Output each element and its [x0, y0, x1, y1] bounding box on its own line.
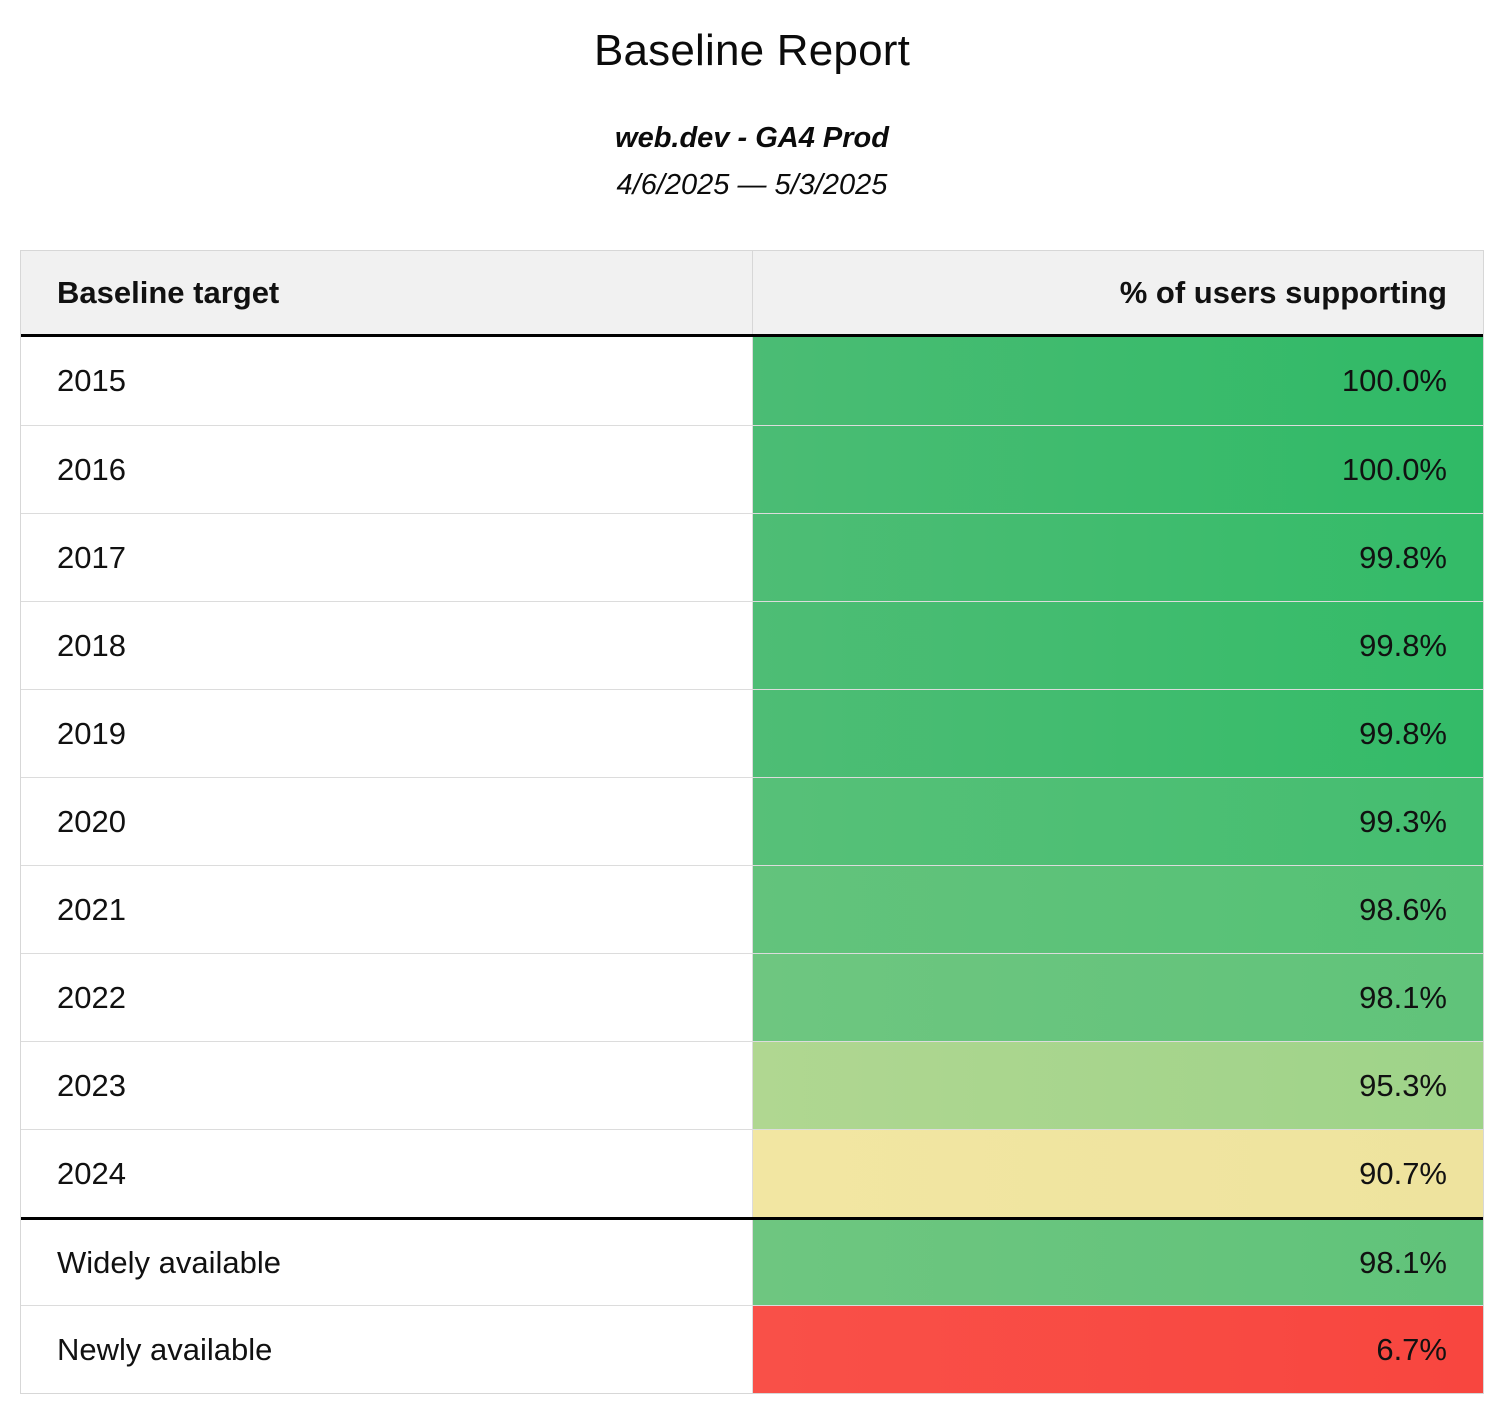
percent-cell: 95.3%	[753, 1042, 1483, 1129]
baseline-target-cell: 2022	[21, 954, 753, 1041]
baseline-target-cell: Widely available	[21, 1220, 753, 1305]
percent-cell: 100.0%	[753, 426, 1483, 513]
baseline-target-cell: 2017	[21, 514, 753, 601]
table-row: 2017 99.8%	[21, 513, 1483, 601]
table-header-row: Baseline target % of users supporting	[21, 251, 1483, 337]
table-row: 2019 99.8%	[21, 689, 1483, 777]
baseline-target-cell: 2020	[21, 778, 753, 865]
percent-cell: 99.8%	[753, 514, 1483, 601]
baseline-target-cell: Newly available	[21, 1306, 753, 1393]
baseline-target-cell: 2018	[21, 602, 753, 689]
percent-cell: 98.6%	[753, 866, 1483, 953]
table-row: 2020 99.3%	[21, 777, 1483, 865]
baseline-target-cell: 2015	[21, 337, 753, 425]
percent-cell: 90.7%	[753, 1130, 1483, 1217]
report-title: Baseline Report	[593, 26, 911, 75]
baseline-target-cell: 2019	[21, 690, 753, 777]
percent-cell: 100.0%	[753, 337, 1483, 425]
baseline-table: Baseline target % of users supporting 20…	[20, 250, 1484, 1394]
percent-cell: 98.1%	[753, 954, 1483, 1041]
table-row: Newly available 6.7%	[21, 1305, 1483, 1393]
percent-cell: 99.3%	[753, 778, 1483, 865]
baseline-target-cell: 2023	[21, 1042, 753, 1129]
percent-cell: 99.8%	[753, 602, 1483, 689]
baseline-target-cell: 2021	[21, 866, 753, 953]
percent-cell: 99.8%	[753, 690, 1483, 777]
table-row: 2023 95.3%	[21, 1041, 1483, 1129]
baseline-target-cell: 2016	[21, 426, 753, 513]
percent-cell: 98.1%	[753, 1220, 1483, 1305]
column-header-baseline-target: Baseline target	[21, 251, 753, 334]
percent-cell: 6.7%	[753, 1306, 1483, 1393]
baseline-target-cell: 2024	[21, 1130, 753, 1217]
table-row: 2015 100.0%	[21, 337, 1483, 425]
column-header-percent-supporting: % of users supporting	[1119, 274, 1447, 310]
report-date-range: 4/6/2025 — 5/3/2025	[616, 169, 888, 201]
table-row: Widely available 98.1%	[21, 1217, 1483, 1305]
report-source: web.dev - GA4 Prod	[615, 122, 889, 154]
table-row: 2024 90.7%	[21, 1129, 1483, 1217]
table-row: 2022 98.1%	[21, 953, 1483, 1041]
table-row: 2018 99.8%	[21, 601, 1483, 689]
table-row: 2021 98.6%	[21, 865, 1483, 953]
table-row: 2016 100.0%	[21, 425, 1483, 513]
